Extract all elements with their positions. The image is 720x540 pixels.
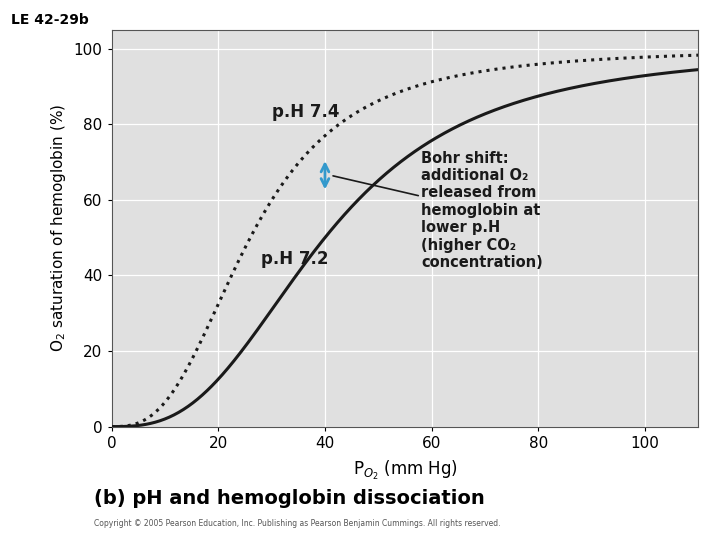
- X-axis label: P$_{O_2}$ (mm Hg): P$_{O_2}$ (mm Hg): [353, 459, 457, 482]
- Text: (b) pH and hemoglobin dissociation: (b) pH and hemoglobin dissociation: [94, 489, 485, 508]
- Text: Bohr shift:
additional O₂
released from
hemoglobin at
lower p.H
(higher CO₂
conc: Bohr shift: additional O₂ released from …: [333, 151, 543, 270]
- Text: LE 42-29b: LE 42-29b: [11, 14, 89, 28]
- Y-axis label: O$_2$ saturation of hemoglobin (%): O$_2$ saturation of hemoglobin (%): [49, 104, 68, 352]
- Text: Copyright © 2005 Pearson Education, Inc. Publishing as Pearson Benjamin Cummings: Copyright © 2005 Pearson Education, Inc.…: [94, 519, 500, 529]
- Text: p.H 7.2: p.H 7.2: [261, 250, 328, 268]
- Text: p.H 7.4: p.H 7.4: [271, 103, 339, 120]
